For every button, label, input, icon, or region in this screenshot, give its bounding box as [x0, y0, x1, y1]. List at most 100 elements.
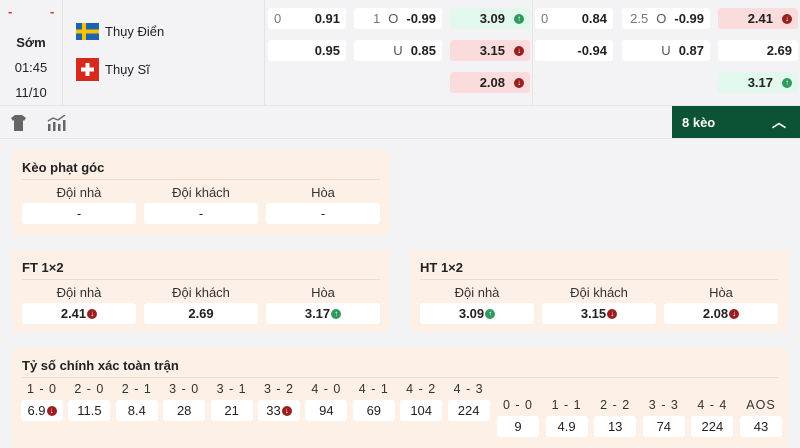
- score-odds[interactable]: 69: [352, 400, 395, 421]
- ht-away-odds[interactable]: 3.15 ↓: [542, 303, 656, 324]
- score-odds[interactable]: 21: [210, 400, 253, 421]
- odds-value: 3.17: [747, 75, 773, 90]
- ht-draw-odds[interactable]: 2.08 ↓: [664, 303, 778, 324]
- score-odds[interactable]: 74: [642, 416, 685, 437]
- score-label: 1 - 1: [551, 398, 582, 412]
- score-odds[interactable]: 9: [497, 416, 539, 437]
- handicap-line: 0: [541, 11, 549, 26]
- score-odds[interactable]: 104: [400, 400, 443, 421]
- score-option[interactable]: 4 - 1 69: [352, 382, 395, 421]
- score-label: 2 - 0: [74, 382, 105, 396]
- ht-1x2-panel: HT 1×2 Đội nhà 3.09 ↑ Đội khách 3.15 ↓ Hòa 2.…: [410, 250, 788, 332]
- column-label: Hòa: [311, 285, 335, 300]
- ft-home-odds[interactable]: 2.41 ↓: [22, 303, 136, 324]
- score-odds[interactable]: 11.5: [68, 400, 111, 421]
- score-option[interactable]: 2 - 2 13: [594, 398, 637, 437]
- score-option[interactable]: 4 - 4 224: [691, 398, 734, 437]
- score-odds[interactable]: 33 ↓: [258, 400, 300, 421]
- odds-value: 104: [410, 403, 433, 418]
- odds-value: 3.17: [304, 306, 331, 321]
- ft-over[interactable]: 1 O -0.99: [354, 8, 442, 29]
- ft-away-odds[interactable]: 2.69: [144, 303, 258, 324]
- score-label: 4 - 3: [453, 382, 484, 396]
- score-odds[interactable]: 28: [163, 400, 206, 421]
- odds-value: 11.5: [77, 403, 102, 418]
- ht-1x2-away[interactable]: 2.69: [718, 40, 798, 61]
- chevron-up-icon: ︿: [772, 114, 786, 130]
- score-option[interactable]: 4 - 2 104: [400, 382, 443, 421]
- score-odds[interactable]: 8.4: [115, 400, 158, 421]
- panel-title: HT 1×2: [420, 260, 463, 275]
- score-odds[interactable]: 94: [305, 400, 348, 421]
- ht-handicap-home[interactable]: 0 0.84: [535, 8, 613, 29]
- score-odds[interactable]: 6.9 ↓: [21, 400, 63, 421]
- ht-1x2-draw[interactable]: 3.17 ↑: [718, 72, 798, 93]
- score-option[interactable]: 3 - 3 74: [642, 398, 685, 437]
- score-odds[interactable]: 13: [594, 416, 637, 437]
- away-score: -: [50, 4, 55, 19]
- odds-value: 224: [701, 419, 724, 434]
- odds-value: -0.94: [577, 43, 607, 58]
- ft-1x2-draw[interactable]: 2.08 ↓: [450, 72, 530, 93]
- score-option[interactable]: 1 - 0 6.9 ↓: [21, 382, 63, 421]
- score-odds[interactable]: 224: [691, 416, 734, 437]
- arrow-down-icon: ↓: [729, 308, 740, 319]
- corner-away-odds[interactable]: -: [144, 203, 258, 224]
- correct-score-panel: Tỷ số chính xác toàn trận 1 - 0 6.9 ↓ 2 - 0…: [12, 348, 788, 448]
- score-option[interactable]: 0 - 0 9: [497, 398, 539, 437]
- score-odds[interactable]: 4.9: [545, 416, 588, 437]
- jersey-icon[interactable]: [11, 115, 26, 131]
- ft-under[interactable]: U 0.85: [354, 40, 442, 61]
- score-option[interactable]: 4 - 0 94: [305, 382, 348, 421]
- panel-title: Tỷ số chính xác toàn trận: [22, 358, 179, 373]
- corner-home-odds[interactable]: -: [22, 203, 136, 224]
- toolbar: [0, 105, 800, 139]
- ft-1x2-home[interactable]: 3.09 ↑: [450, 8, 530, 29]
- odds-value: 21: [224, 403, 239, 418]
- odds-value: 94: [319, 403, 334, 418]
- odds-value: 2.08: [702, 306, 729, 321]
- away-team[interactable]: Thụy Sĩ: [76, 58, 150, 81]
- handicap-line: 0: [274, 11, 282, 26]
- score-option[interactable]: 4 - 3 224: [447, 382, 490, 421]
- score-option[interactable]: 2 - 1 8.4: [115, 382, 158, 421]
- arrow-down-icon: ↓: [607, 308, 618, 319]
- odds-value: 33: [266, 403, 281, 418]
- score-odds[interactable]: 224: [447, 400, 490, 421]
- odds-value: 2.08: [479, 75, 505, 90]
- score-option[interactable]: 3 - 2 33 ↓: [258, 382, 300, 421]
- corner-kick-panel: Kèo phạt góc Đội nhà - Đội khách - Hòa -: [12, 150, 390, 236]
- odds-value: 3.09: [458, 306, 485, 321]
- score-option[interactable]: AOS 43: [740, 398, 782, 437]
- ft-1x2-away[interactable]: 3.15 ↓: [450, 40, 530, 61]
- home-score: -: [8, 4, 13, 19]
- ht-1x2-home[interactable]: 2.41 ↓: [718, 8, 798, 29]
- bet-count-toggle[interactable]: 8 kèo ︿: [672, 106, 800, 138]
- over-label: O: [388, 11, 399, 26]
- arrow-down-icon: ↓: [281, 405, 292, 416]
- stats-chart-icon[interactable]: [47, 115, 66, 131]
- score-label: 2 - 2: [600, 398, 631, 412]
- score-option[interactable]: 3 - 0 28: [163, 382, 206, 421]
- home-team[interactable]: Thụy Điển: [76, 23, 164, 40]
- corner-draw-odds[interactable]: -: [266, 203, 380, 224]
- ft-handicap-home[interactable]: 0 0.91: [268, 8, 346, 29]
- ht-over[interactable]: 2.5 O -0.99: [622, 8, 710, 29]
- ft-draw-odds[interactable]: 3.17 ↑: [266, 303, 380, 324]
- ht-under[interactable]: U 0.87: [622, 40, 710, 61]
- score-option[interactable]: 3 - 1 21: [210, 382, 253, 421]
- score-option[interactable]: 1 - 1 4.9: [545, 398, 588, 437]
- ft-handicap-away[interactable]: 0.95: [268, 40, 346, 61]
- odds-value: 74: [656, 419, 672, 434]
- odds-value: 2.69: [188, 306, 214, 321]
- ht-home-odds[interactable]: 3.09 ↑: [420, 303, 534, 324]
- odds-value: -0.99: [674, 11, 704, 26]
- odds-value: -0.99: [406, 11, 436, 26]
- panel-title: Kèo phạt góc: [22, 160, 105, 175]
- score-option[interactable]: 2 - 0 11.5: [68, 382, 111, 421]
- ht-handicap-away[interactable]: -0.94: [535, 40, 613, 61]
- odds-value: 0.85: [410, 43, 436, 58]
- odds-value: 2.69: [766, 43, 792, 58]
- score-odds[interactable]: 43: [740, 416, 782, 437]
